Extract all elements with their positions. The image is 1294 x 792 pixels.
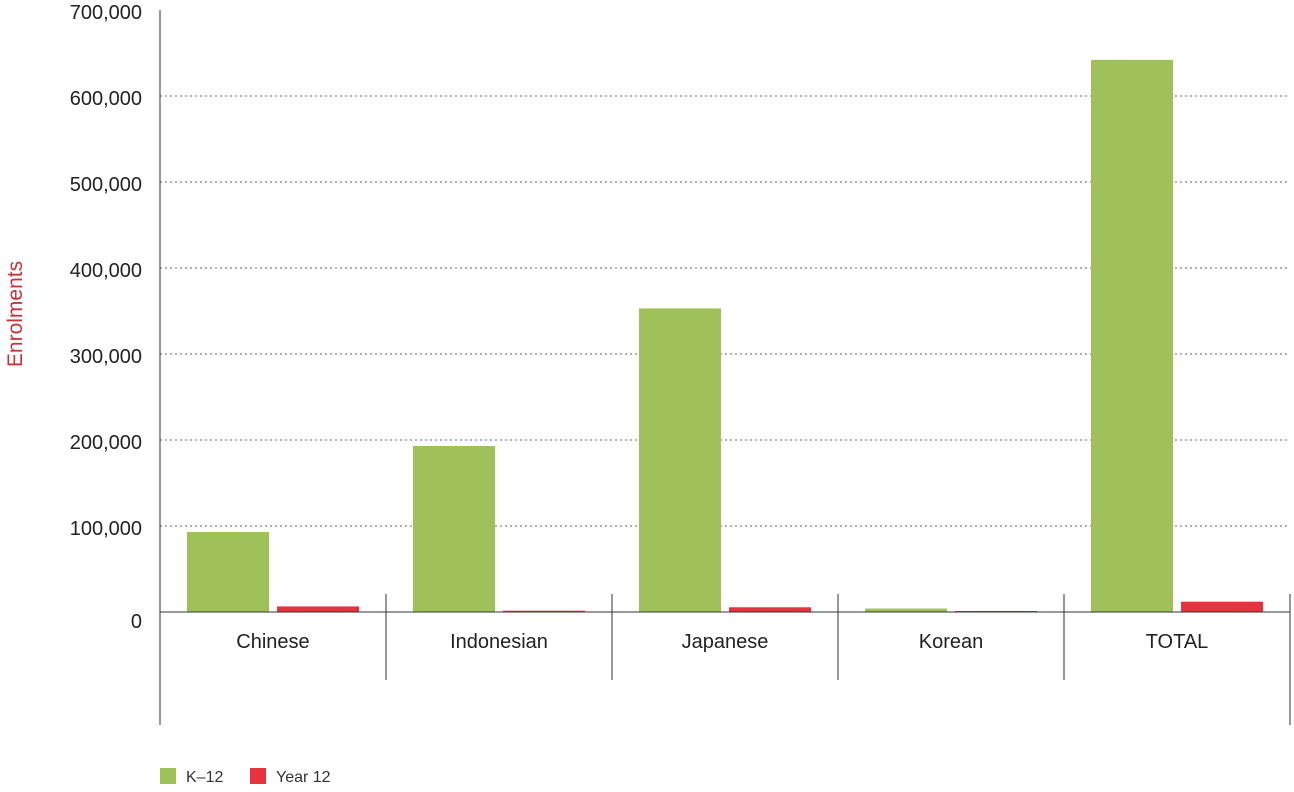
bar-total-year12 xyxy=(1181,601,1263,612)
bar-japanese-year12 xyxy=(729,607,811,612)
category-label: Indonesian xyxy=(450,631,548,653)
y-tick-label: 300,000 xyxy=(70,346,142,368)
bar-total-k12 xyxy=(1091,59,1173,612)
legend-swatch xyxy=(160,768,176,784)
y-tick-label: 200,000 xyxy=(70,432,142,454)
y-axis-label: Enrolments xyxy=(4,261,27,367)
bar-indonesian-k12 xyxy=(413,446,495,612)
y-tick-label: 500,000 xyxy=(70,174,142,196)
category-label: Japanese xyxy=(682,631,769,653)
category-label: Korean xyxy=(919,631,984,653)
y-tick-label: 400,000 xyxy=(70,260,142,282)
y-axis-ticks: 0 100,000 200,000 300,000 400,000 500,000 600,… xyxy=(70,2,142,633)
category-labels: Chinese Indonesian Japanese Korean TOTAL xyxy=(236,631,1208,653)
axes xyxy=(159,10,1291,725)
y-tick-label: 700,000 xyxy=(70,2,142,24)
y-tick-label: 100,000 xyxy=(70,518,142,540)
y-tick-label: 0 xyxy=(131,611,142,633)
legend-label: Year 12 xyxy=(276,769,331,786)
legend-label: K–12 xyxy=(186,769,223,786)
bar-japanese-k12 xyxy=(639,308,721,612)
legend: K–12 Year 12 xyxy=(160,768,331,786)
bar-indonesian-year12 xyxy=(503,610,585,612)
category-label: TOTAL xyxy=(1146,631,1209,653)
legend-swatch xyxy=(250,768,266,784)
bar-chinese-year12 xyxy=(277,606,359,612)
bars xyxy=(187,59,1263,612)
category-label: Chinese xyxy=(236,631,309,653)
bar-chinese-k12 xyxy=(187,532,269,612)
y-tick-label: 600,000 xyxy=(70,88,142,110)
bar-korean-k12 xyxy=(865,608,947,612)
